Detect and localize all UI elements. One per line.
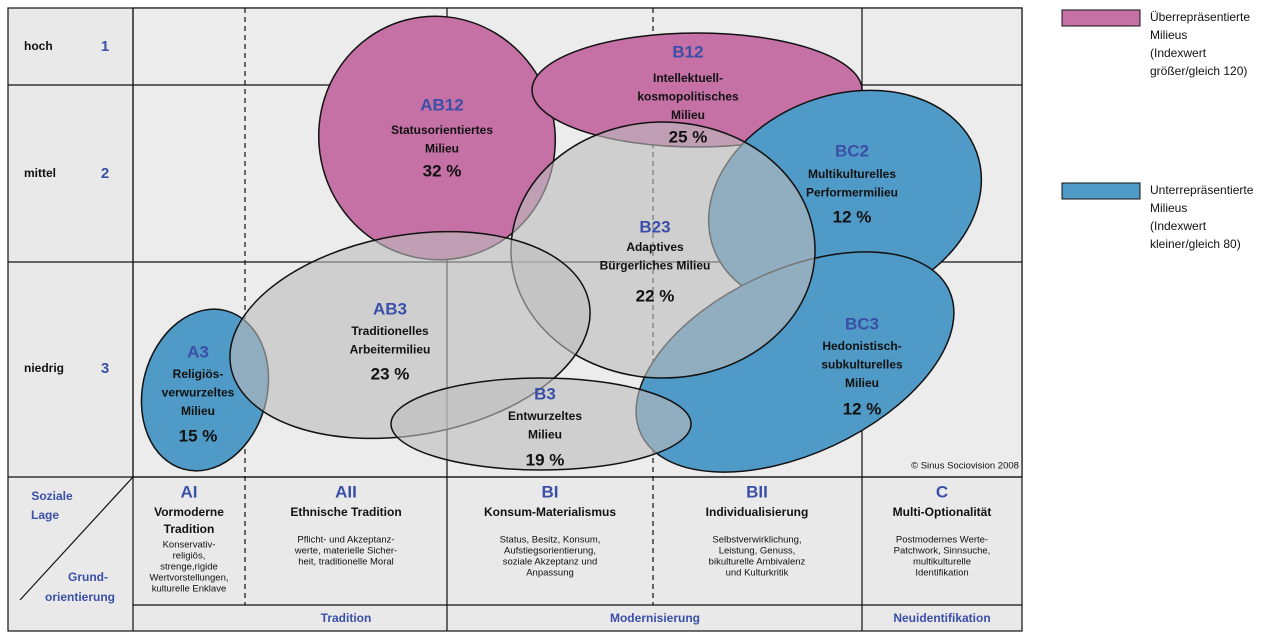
legend-swatch (1061, 9, 1141, 27)
milieu-name: Multikulturelles (808, 167, 896, 181)
milieu-name: Adaptives (626, 240, 684, 254)
axis-label: Lage (31, 508, 59, 522)
legend-label: Milieus (1150, 28, 1187, 42)
column-description: Leistung, Genuss, (719, 546, 796, 557)
column-description: Patchwork, Sinnsuche, (894, 546, 991, 557)
legend-label: kleiner/gleich 80) (1150, 237, 1241, 251)
column-description: werte, materielle Sicher- (294, 546, 397, 557)
column-title: Tradition (164, 522, 215, 536)
labels: hoch 1 mittel 2 niedrig 3 AB12 Statusorientiert… (24, 10, 1254, 625)
milieu-name: Hedonistisch- (822, 339, 901, 353)
axis-label: orientierung (45, 590, 115, 604)
milieu-name: Bürgerliches Milieu (600, 259, 711, 273)
milieu-name: Traditionelles (351, 324, 429, 338)
legend-label: Überrepräsentierte (1150, 10, 1250, 24)
legend-swatch (1061, 182, 1141, 200)
milieu-name: Milieu (671, 108, 705, 122)
milieu-name: Arbeitermilieu (350, 343, 431, 357)
milieu-share: 23 % (371, 364, 410, 383)
column-title: Individualisierung (706, 505, 809, 519)
milieu-name: Entwurzeltes (508, 409, 582, 423)
milieu-name: verwurzeltes (162, 386, 235, 400)
milieu-name: Statusorientiertes (391, 123, 493, 137)
milieu-share: 19 % (526, 450, 565, 469)
row-number: 1 (101, 38, 109, 55)
milieu-name: Performermilieu (806, 186, 898, 200)
milieu-code: B23 (639, 217, 670, 236)
column-title: Vormoderne (154, 505, 224, 519)
column-title: Multi-Optionalität (893, 505, 992, 519)
column-description: Pflicht- und Akzeptanz- (297, 535, 394, 546)
milieu-name: subkulturelles (821, 358, 903, 372)
column-code: BI (542, 482, 559, 501)
column-description: Wertvorstellungen, (149, 573, 228, 584)
milieu-share: 32 % (423, 161, 462, 180)
column-description: Postmodernes Werte- (896, 535, 988, 546)
legend-label: Unterrepräsentierte (1150, 183, 1254, 197)
column-description: Anpassung (526, 568, 574, 579)
milieu-code: B3 (534, 384, 556, 403)
row-label: niedrig (24, 361, 64, 375)
milieu-code: B12 (672, 42, 703, 61)
column-description: heit, traditionelle Moral (298, 557, 394, 568)
milieu-share: 15 % (179, 426, 218, 445)
column-code: BII (746, 482, 768, 501)
milieu-share: 25 % (669, 127, 708, 146)
legend-label: größer/gleich 120) (1150, 64, 1247, 78)
milieu-share: 12 % (843, 399, 882, 418)
group-label: Tradition (321, 611, 372, 625)
column-description: Aufstiegsorientierung, (504, 546, 596, 557)
legend-label: (Indexwert (1150, 46, 1207, 60)
column-description: religiös, (173, 551, 206, 562)
milieu-share: 22 % (636, 286, 675, 305)
column-title: Ethnische Tradition (290, 505, 401, 519)
milieu-code: AB3 (373, 299, 407, 318)
milieu-code: A3 (187, 342, 209, 361)
milieu-code: BC2 (835, 141, 869, 160)
legend-label: Milieus (1150, 201, 1187, 215)
axis-label: Soziale (31, 489, 73, 503)
axis-label: Grund- (68, 570, 108, 584)
column-code: AII (335, 482, 357, 501)
column-title: Konsum-Materialismus (484, 505, 616, 519)
row-number: 2 (101, 165, 109, 182)
milieu-name: Milieu (181, 404, 215, 418)
milieu-name: Intellektuell- (653, 71, 723, 85)
column-description: strenge,rigide (160, 562, 218, 573)
milieu-name: Milieu (528, 428, 562, 442)
row-label: hoch (24, 39, 53, 53)
column-description: soziale Akzeptanz und (503, 557, 598, 568)
row-label: mittel (24, 166, 56, 180)
row-number: 3 (101, 360, 109, 377)
column-description: Identifikation (915, 568, 968, 579)
copyright: © Sinus Sociovision 2008 (911, 461, 1019, 472)
group-label: Neuidentifikation (893, 611, 990, 625)
blob (390, 377, 692, 471)
column-description: multikulturelle (913, 557, 971, 568)
milieu-name: Religiös- (173, 367, 224, 381)
milieu-code: AB12 (420, 95, 463, 114)
column-code: AI (181, 482, 198, 501)
column-description: Selbstverwirklichung, (712, 535, 801, 546)
milieu-shapes (140, 15, 983, 473)
milieu-name: Milieu (425, 142, 459, 156)
group-label: Modernisierung (610, 611, 700, 625)
legend-label: (Indexwert (1150, 219, 1207, 233)
milieu-name: Milieu (845, 376, 879, 390)
column-description: Status, Besitz, Konsum, (500, 535, 601, 546)
milieu-name: kosmopolitisches (637, 90, 739, 104)
column-description: und Kulturkritik (726, 568, 789, 579)
column-description: bikulturelle Ambivalenz (709, 557, 806, 568)
column-description: kulturelle Enklave (152, 584, 226, 595)
milieu-code: BC3 (845, 314, 879, 333)
milieu-share: 12 % (833, 207, 872, 226)
column-description: Konservativ- (163, 540, 216, 551)
column-code: C (936, 482, 948, 501)
